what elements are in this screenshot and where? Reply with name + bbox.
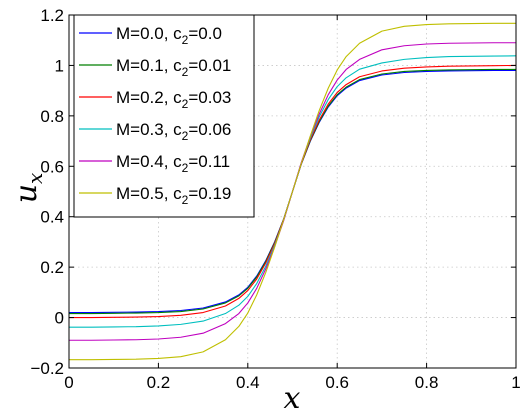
- x-tick-label: 0.6: [325, 373, 349, 392]
- y-axis-label: ux: [9, 173, 47, 204]
- legend-label-1: M=0.1, c2=0.01: [116, 56, 231, 79]
- legend-label-3: M=0.3, c2=0.06: [116, 120, 231, 143]
- legend-label-5: M=0.5, c2=0.19: [116, 184, 231, 207]
- axis-ticks: 0 0.2 0.4 0.6 0.8 1−0.200.20.40.60.811.2: [30, 6, 520, 392]
- x-axis-label: x: [284, 381, 301, 411]
- y-tick-label: 1: [55, 56, 64, 75]
- series-lines: [69, 22, 517, 361]
- x-tick-label: 0.4: [236, 373, 260, 392]
- x-tick-label: 0.2: [147, 373, 171, 392]
- y-tick-label: −0.2: [30, 359, 64, 378]
- y-tick-label: 0.8: [40, 107, 64, 126]
- x-tick-label: 0: [64, 373, 73, 392]
- y-axis-label-main: u: [9, 184, 44, 203]
- legend-box: [73, 14, 255, 218]
- y-tick-label: 0: [55, 309, 64, 328]
- legend: M=0.0, c2=0.0 M=0.1, c2=0.01 M=0.2, c2=0.0…: [73, 14, 255, 218]
- svg-text:ux: ux: [9, 173, 47, 204]
- series-line-5: [69, 22, 516, 361]
- plot-frame: [68, 14, 517, 369]
- legend-label-2: M=0.2, c2=0.03: [116, 88, 231, 111]
- legend-label-4: M=0.4, c2=0.11: [116, 152, 230, 175]
- legend-label-0: M=0.0, c2=0.0: [116, 24, 222, 47]
- y-tick-label: 0.6: [40, 157, 64, 176]
- y-axis-label-sub: x: [23, 173, 47, 184]
- x-tick-label: 1: [511, 373, 520, 392]
- y-tick-label: 1.2: [40, 6, 64, 25]
- y-tick-label: 0.2: [40, 258, 64, 277]
- x-tick-label: 0.8: [415, 373, 439, 392]
- y-tick-label: 0.4: [40, 208, 64, 227]
